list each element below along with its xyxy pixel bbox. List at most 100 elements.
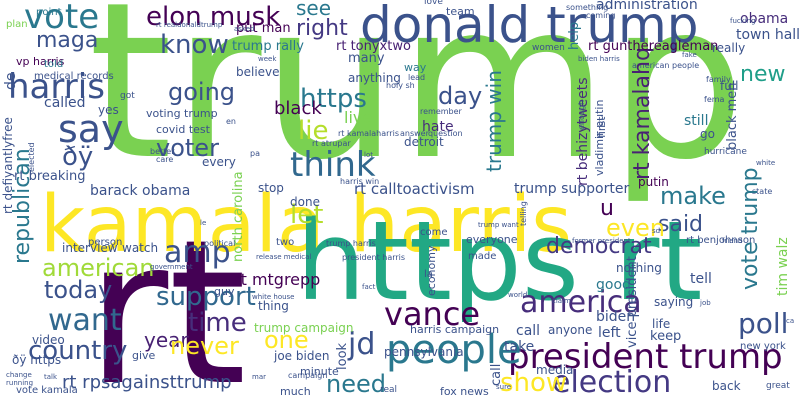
word-en: white bbox=[756, 159, 776, 167]
word-life: saying bbox=[654, 295, 694, 309]
word-fake: rt realdonaldtrump bbox=[156, 21, 223, 29]
word-anyone: anyone bbox=[548, 323, 593, 337]
word-every: stop bbox=[258, 181, 284, 195]
word-lot: sd bbox=[652, 227, 661, 235]
word-everyone: everyone bbox=[466, 233, 518, 246]
word-trump-campaign: trump campaign bbox=[254, 321, 354, 335]
word-interview: interview bbox=[62, 241, 118, 255]
word-call: call bbox=[516, 323, 541, 339]
word-trump-win: trump win bbox=[482, 70, 506, 172]
word-rt-calltoactivism: rt calltoactivism bbox=[354, 180, 475, 198]
word-rt-breaking: rt breaking bbox=[14, 169, 86, 184]
word-way: many bbox=[348, 51, 385, 66]
word-u: u bbox=[600, 196, 614, 221]
word-today: today bbox=[44, 276, 113, 304]
word-week: asked bbox=[234, 25, 255, 33]
word-anything: way bbox=[404, 61, 427, 74]
word-two: rt benjohnson bbox=[686, 235, 756, 246]
word-plan: point bbox=[36, 7, 62, 18]
word-state: great bbox=[766, 381, 790, 391]
word-medical-records: plan bbox=[6, 19, 28, 30]
word-tim-walz: tim walz bbox=[775, 237, 791, 296]
word-back: back bbox=[712, 379, 741, 393]
word-pa: ca bbox=[786, 317, 795, 325]
word-take: take bbox=[504, 339, 535, 355]
word-better: question bbox=[428, 129, 463, 138]
word-tell: nothing bbox=[616, 261, 662, 275]
word-never: never bbox=[170, 332, 239, 360]
word-telling: claim bbox=[552, 297, 571, 305]
word-pa: pa bbox=[250, 149, 260, 158]
word-people: people bbox=[386, 327, 522, 373]
word-covid-test: covid test bbox=[156, 123, 210, 136]
word-barack-obama: barack obama bbox=[90, 183, 191, 199]
word-come: come bbox=[420, 227, 448, 238]
word-vote-trump: vote trump bbox=[738, 167, 763, 290]
word-know: know bbox=[160, 30, 229, 60]
word-full: really bbox=[712, 41, 746, 55]
word-lie: lie bbox=[298, 116, 329, 146]
word-rt-kamalahq: rt kamalahq bbox=[630, 47, 655, 180]
word-team: family bbox=[706, 75, 731, 84]
word-let: let bbox=[290, 200, 324, 230]
word-president-trump: president trump bbox=[508, 337, 783, 377]
word-amp: amp bbox=[164, 235, 231, 270]
word-look: look bbox=[335, 342, 350, 370]
word-guy: guy bbox=[214, 285, 235, 298]
word-harris-campaign: harris campaign bbox=[410, 323, 500, 336]
word-american-people: fucking bbox=[730, 17, 756, 25]
word-government: white house bbox=[252, 293, 295, 301]
word-le: coming bbox=[586, 11, 616, 20]
word-question: answer bbox=[400, 129, 429, 138]
word-year: year bbox=[144, 328, 189, 352]
word-time: time bbox=[188, 308, 247, 338]
word-world: trump want bbox=[478, 221, 519, 229]
word-help: every bbox=[202, 155, 236, 169]
word-fucking: something bbox=[566, 3, 609, 12]
word-economy: economy bbox=[425, 245, 438, 296]
word-holy-sh: remember bbox=[420, 107, 462, 116]
word-release-medical: president harris bbox=[342, 253, 406, 262]
word-putin: full bbox=[720, 79, 739, 93]
word-vance: vance bbox=[384, 295, 481, 333]
word-good: left bbox=[598, 325, 621, 341]
word-left: keep bbox=[650, 329, 682, 344]
word-family: fema bbox=[704, 95, 725, 104]
word-support: support bbox=[156, 282, 256, 312]
word-video: video bbox=[32, 333, 65, 347]
word-job: le bbox=[200, 219, 207, 227]
word-still: still bbox=[684, 113, 709, 129]
word-right: right bbox=[296, 16, 348, 41]
word-claim: world bbox=[508, 291, 528, 299]
word-going: going bbox=[168, 78, 236, 106]
word-elected: care bbox=[156, 155, 174, 164]
word-said: said bbox=[658, 212, 704, 237]
word-https: https bbox=[300, 84, 367, 114]
word-vote-kamala: campaign bbox=[288, 371, 328, 380]
word-hate: hate bbox=[422, 119, 454, 135]
word-media: media bbox=[536, 363, 574, 377]
word-voter: voter bbox=[156, 134, 219, 162]
word-trump: trump bbox=[88, 0, 746, 207]
word-voting-trump: voting trump bbox=[146, 107, 218, 120]
word-running: change bbox=[6, 371, 32, 379]
word-answer: rt atrupar bbox=[312, 139, 351, 148]
word-many: help bbox=[567, 21, 582, 50]
word-keep: life bbox=[652, 317, 671, 331]
word-rt: rt bbox=[86, 197, 247, 400]
word-jd: jd bbox=[348, 327, 376, 362]
word-obama: obama bbox=[740, 11, 789, 27]
word-lead: holy sh bbox=[386, 81, 415, 90]
word-enough: american people bbox=[632, 61, 700, 70]
word-white: sure bbox=[496, 383, 512, 391]
word-minute: minute bbox=[300, 365, 339, 378]
word-need: need bbox=[326, 370, 386, 398]
word-got: go bbox=[700, 127, 715, 141]
word-de: de bbox=[3, 72, 19, 91]
word-pennsylvania: pennsylvania bbox=[384, 345, 464, 359]
word-rt-tonyxtwo: rt tonyxtwo bbox=[336, 39, 411, 54]
word-talk: job bbox=[700, 299, 711, 307]
word-rt-behizytweets: rt behizytweets bbox=[575, 77, 591, 186]
word-real: two bbox=[276, 237, 295, 248]
word-administration: administration bbox=[596, 0, 698, 13]
